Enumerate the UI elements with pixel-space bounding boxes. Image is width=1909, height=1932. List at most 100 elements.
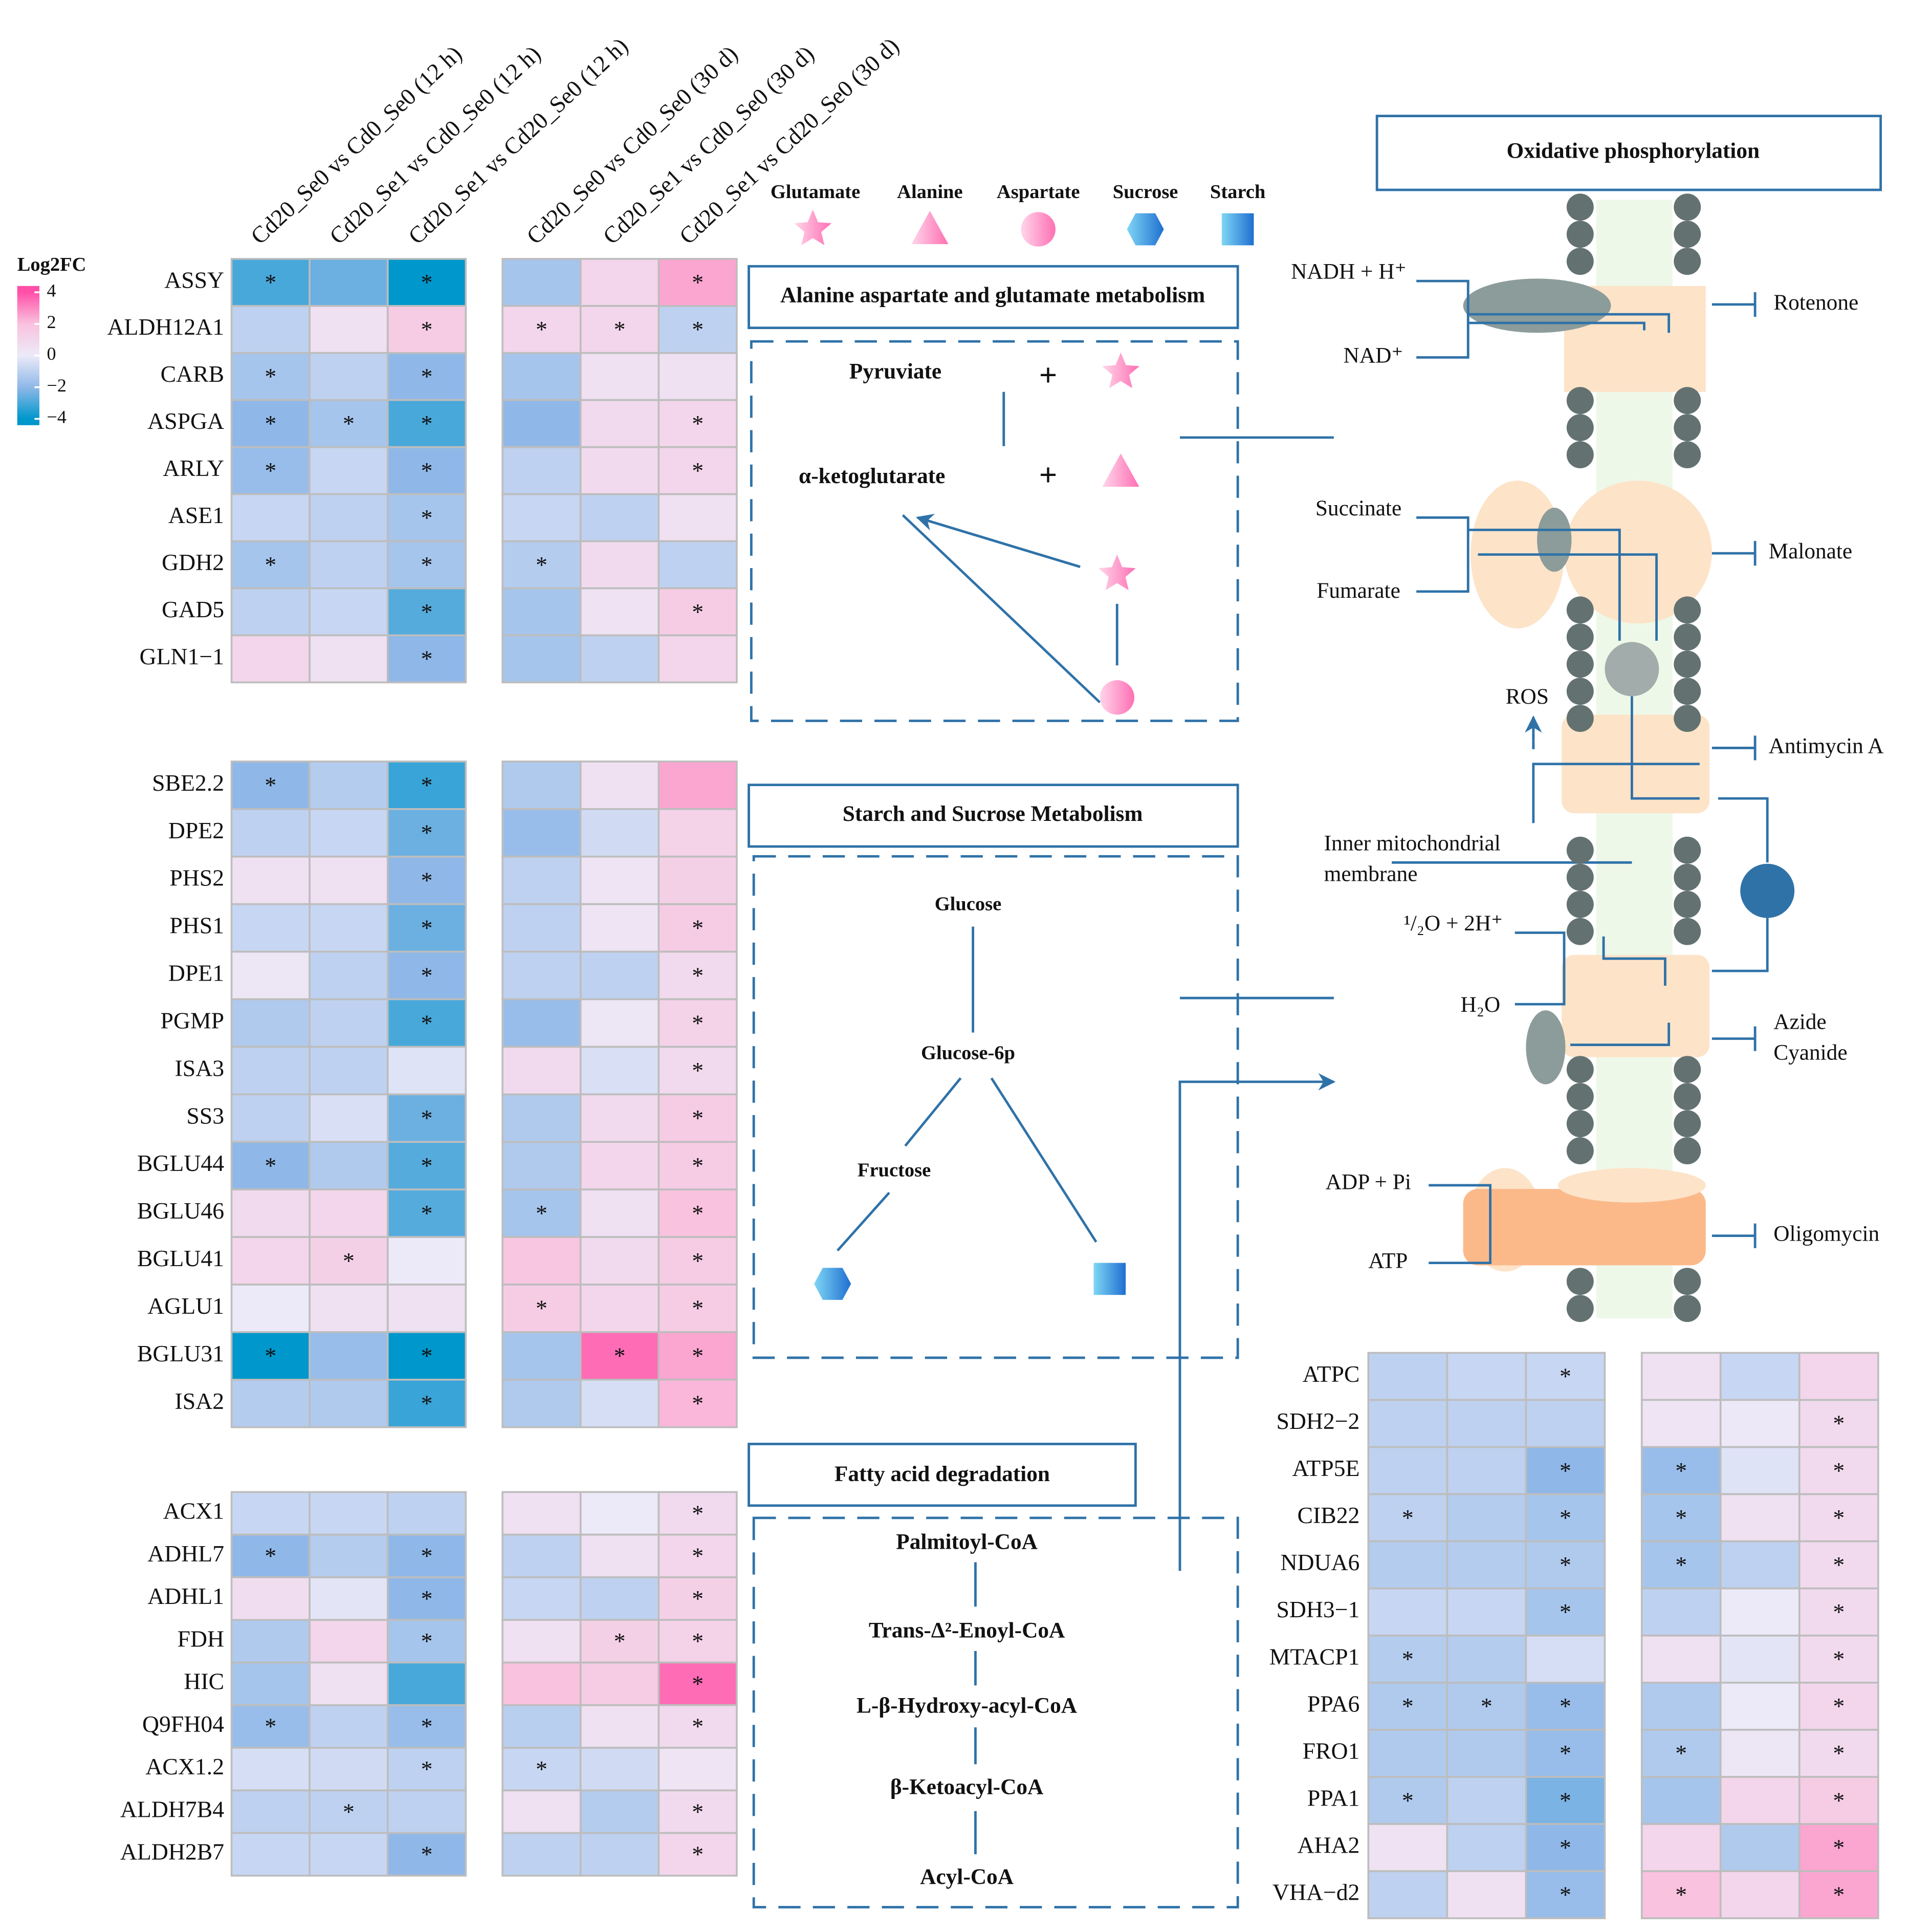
heatmap-cell <box>230 1832 311 1877</box>
heatmap-cell <box>501 1236 582 1286</box>
heatmap-cell <box>1367 1682 1449 1731</box>
heatmap-cell <box>1640 1493 1722 1543</box>
heatmap-cell <box>501 1491 582 1536</box>
heatmap-cell <box>501 305 582 354</box>
complex-ii <box>1564 481 1712 624</box>
heatmap-cell <box>309 399 389 448</box>
heatmap-cell <box>657 493 738 542</box>
heatmap-cell <box>579 1046 660 1096</box>
pathway-title: Fatty acid degradation <box>835 1462 1050 1486</box>
heatmap-cell <box>1798 1870 1879 1919</box>
significance-mark: * <box>1675 1740 1687 1766</box>
pathway-node: Glucose-6p <box>921 1043 1015 1064</box>
heatmap-cell <box>386 1533 467 1578</box>
heatmap-cell <box>1640 1587 1722 1637</box>
lipid-head <box>1674 1137 1701 1165</box>
heatmap-cell <box>579 1093 660 1143</box>
pathway-node: Fructose <box>858 1159 931 1181</box>
row-label: GLN1−1 <box>140 643 224 669</box>
heatmap-cell <box>386 761 467 810</box>
significance-mark: * <box>421 410 433 437</box>
heatmap-cell <box>386 493 467 542</box>
heatmap-cell <box>309 1236 389 1286</box>
heatmap-cell <box>309 1141 389 1190</box>
heatmap-cell <box>386 1046 467 1096</box>
row-label: AGLU1 <box>147 1293 224 1319</box>
complex-iv <box>1562 954 1710 1057</box>
significance-mark: * <box>421 316 433 342</box>
heatmap-cell <box>1367 1634 1449 1684</box>
heatmap-cell <box>1640 1399 1722 1448</box>
alanine-icon <box>1102 453 1139 487</box>
heatmap-cell <box>230 1661 311 1706</box>
row-label: PPA6 <box>1307 1690 1360 1717</box>
significance-mark: * <box>536 1756 547 1782</box>
heatmap-cell <box>230 808 311 858</box>
colorbar-tick-label: −4 <box>47 407 66 427</box>
significance-mark: * <box>692 316 704 342</box>
heatmap-cell <box>657 1331 738 1381</box>
significance-mark: * <box>1833 1693 1845 1719</box>
significance-mark: * <box>265 1153 276 1179</box>
significance-mark: * <box>421 646 433 672</box>
heatmap-cell <box>1525 1540 1606 1590</box>
heatmap-cell <box>501 1284 582 1333</box>
oxphos-label: Succinate <box>1315 496 1401 520</box>
lipid-head <box>1674 678 1701 705</box>
oxphos-label: Oligomycin <box>1773 1222 1879 1246</box>
starch-icon <box>1221 213 1254 246</box>
significance-mark: * <box>265 269 276 295</box>
row-label: SS3 <box>186 1102 224 1128</box>
heatmap-cell <box>309 1378 389 1428</box>
row-label: ASSY <box>164 267 224 293</box>
heatmap-cell <box>501 1331 582 1381</box>
lipid-head <box>1566 441 1594 469</box>
significance-mark: * <box>1833 1834 1845 1860</box>
significance-mark: * <box>343 1798 355 1825</box>
significance-mark: * <box>692 1391 704 1417</box>
lipid-head <box>1566 623 1594 651</box>
heatmap-cell <box>230 305 311 354</box>
heatmap-cell <box>1798 1682 1879 1731</box>
heatmap-cell <box>1367 1587 1449 1637</box>
significance-mark: * <box>692 1295 704 1321</box>
lipid-head <box>1566 678 1594 705</box>
heatmap-cell <box>501 950 582 1001</box>
heatmap-cell <box>657 1747 738 1792</box>
heatmap-cell <box>1640 1776 1722 1825</box>
heatmap-cell <box>1719 1352 1801 1401</box>
significance-mark: * <box>421 1713 433 1740</box>
heatmap-cell <box>230 1236 311 1286</box>
significance-mark: * <box>692 1153 704 1179</box>
glutamate-icon <box>1098 554 1136 591</box>
significance-mark: * <box>265 1543 276 1569</box>
lipid-head <box>1566 891 1594 918</box>
heatmap-cell <box>230 998 311 1048</box>
heatmap-cell <box>501 998 582 1048</box>
heatmap-cell <box>579 446 660 495</box>
heatmap-cell <box>657 1378 738 1428</box>
heatmap-cell <box>386 1236 467 1286</box>
heatmap-cell <box>386 808 467 858</box>
row-label: PHS2 <box>169 865 224 891</box>
significance-mark: * <box>536 316 547 342</box>
heatmap-cell <box>1719 1870 1801 1919</box>
significance-mark: * <box>1481 1693 1493 1719</box>
heatmap-cell <box>579 1378 660 1428</box>
heatmap-cell <box>1719 1823 1801 1872</box>
heatmap-cell <box>230 1378 311 1428</box>
heatmap-cell <box>309 1533 389 1578</box>
significance-mark: * <box>421 1200 433 1226</box>
significance-mark: * <box>1560 1505 1571 1531</box>
significance-mark: * <box>1560 1740 1571 1766</box>
heatmap-cell <box>657 1236 738 1286</box>
row-label: ADHL1 <box>147 1583 224 1609</box>
heatmap-cell <box>501 587 582 637</box>
flow-lines <box>1392 279 1769 1265</box>
significance-mark: * <box>692 1010 704 1036</box>
lipid-head <box>1674 248 1701 275</box>
significance-mark: * <box>692 1248 704 1274</box>
heatmap-cell <box>657 761 738 810</box>
heatmap-cell <box>579 808 660 858</box>
significance-mark: * <box>692 1713 704 1740</box>
